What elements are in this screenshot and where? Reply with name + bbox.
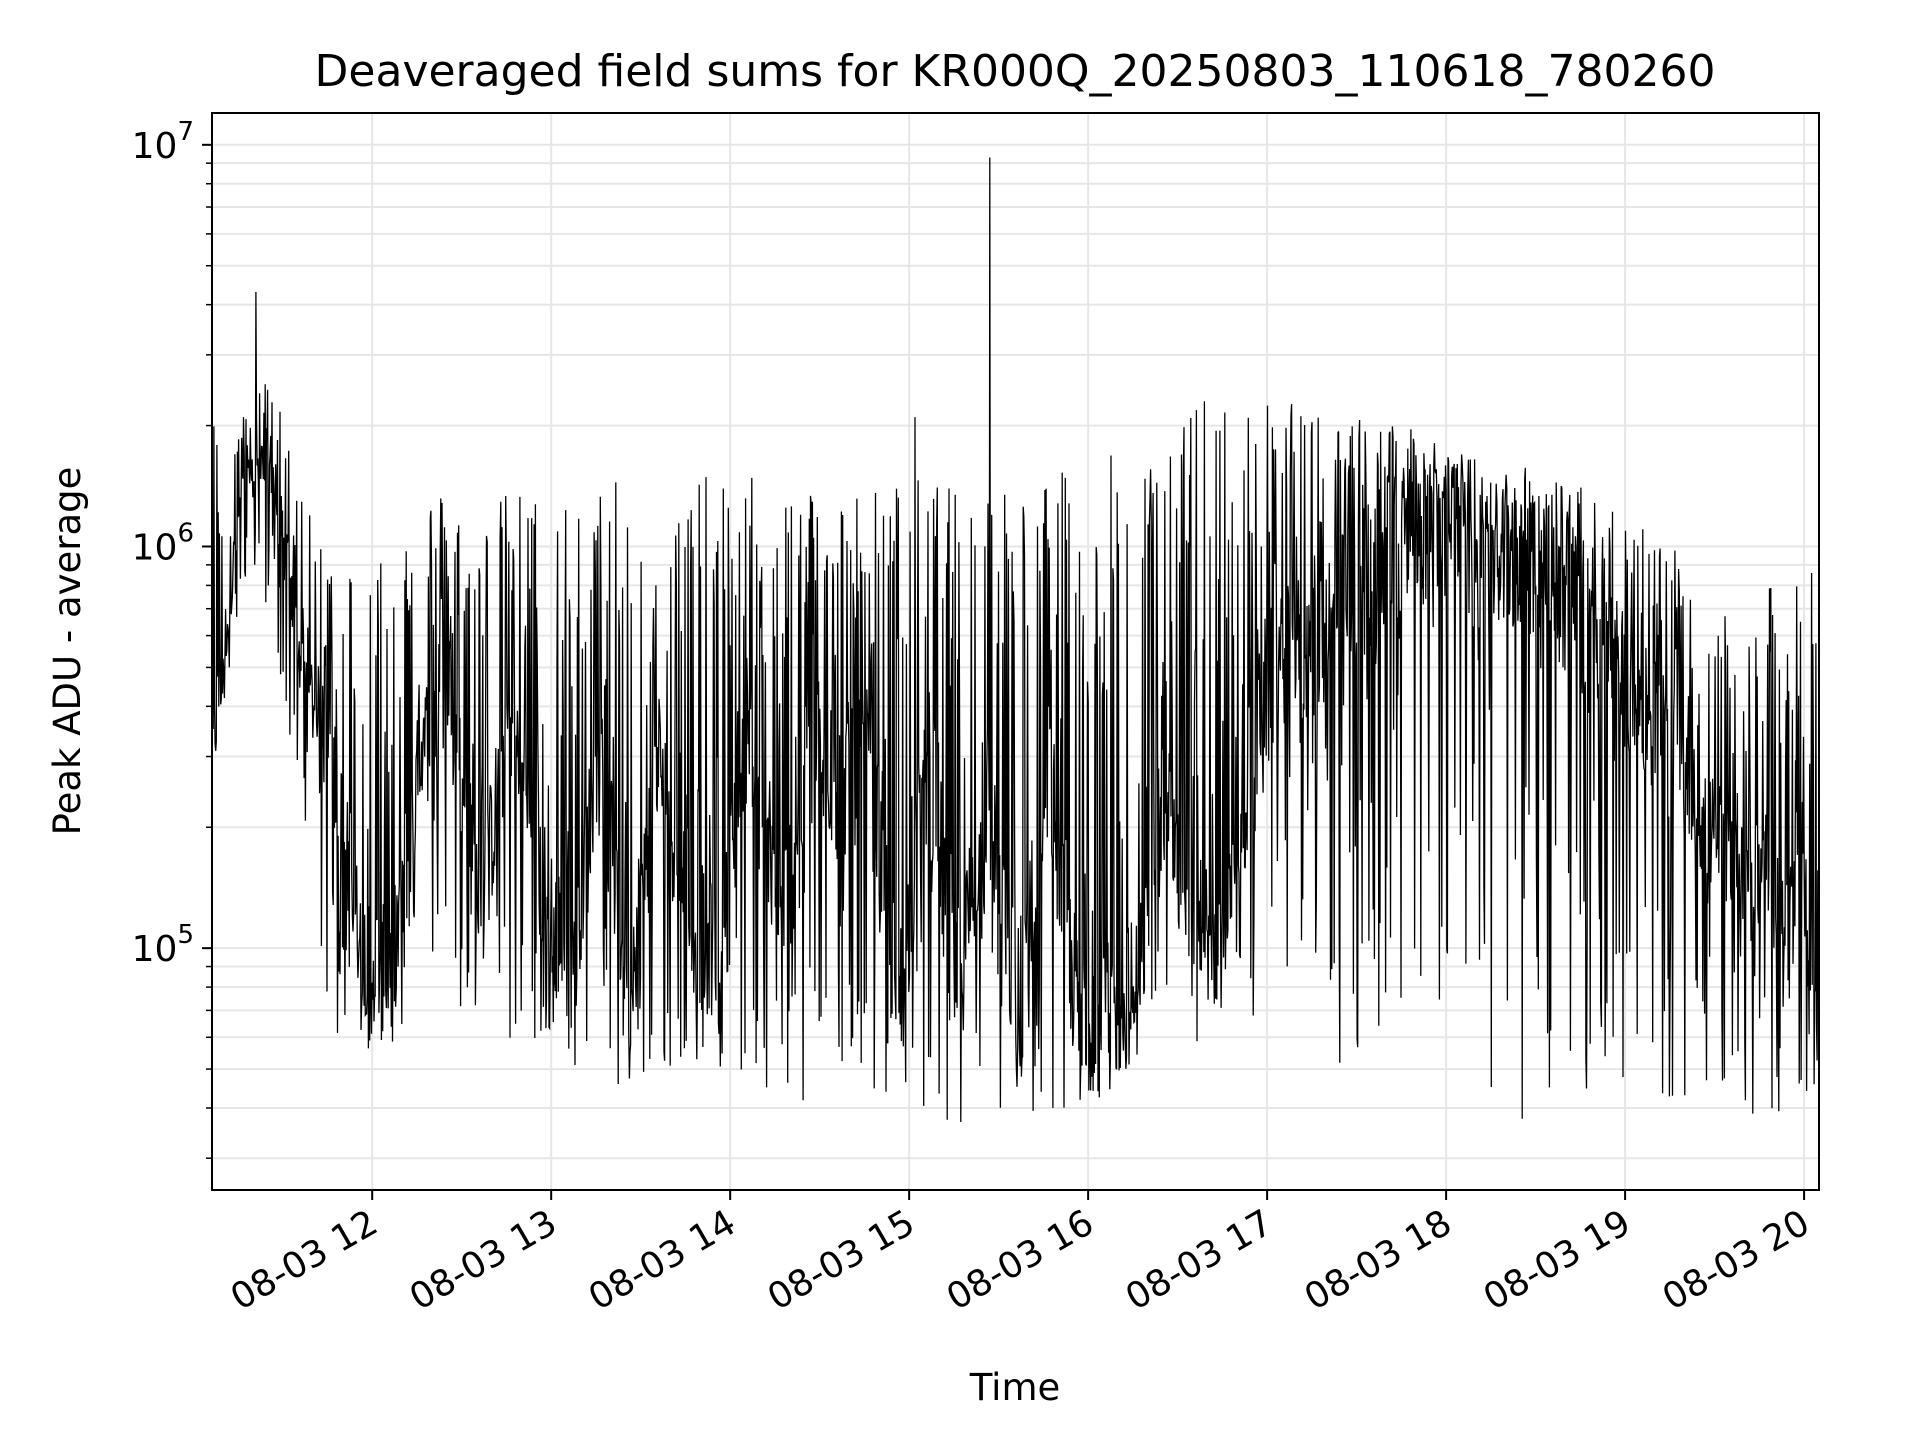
series-line — [211, 157, 1820, 1123]
y-tick-label-base: 10 — [132, 126, 178, 167]
y-axis-label: Peak ADU - average — [46, 467, 89, 836]
x-axis-label: Time — [969, 1366, 1061, 1409]
y-tick-label: 106 — [132, 518, 194, 568]
y-tick-label-base: 10 — [132, 929, 178, 970]
y-tick-label-base: 10 — [132, 527, 178, 568]
plot-frame — [211, 112, 1820, 1191]
y-tick-label-exponent: 5 — [177, 920, 194, 950]
y-tick-label: 107 — [132, 117, 194, 167]
y-tick-label-exponent: 7 — [177, 117, 194, 147]
chart-title: Deaveraged field sums for KR000Q_2025080… — [315, 46, 1716, 97]
y-tick-label: 105 — [132, 920, 194, 970]
series-path — [211, 157, 1820, 1123]
y-tick-label-exponent: 6 — [177, 518, 194, 548]
